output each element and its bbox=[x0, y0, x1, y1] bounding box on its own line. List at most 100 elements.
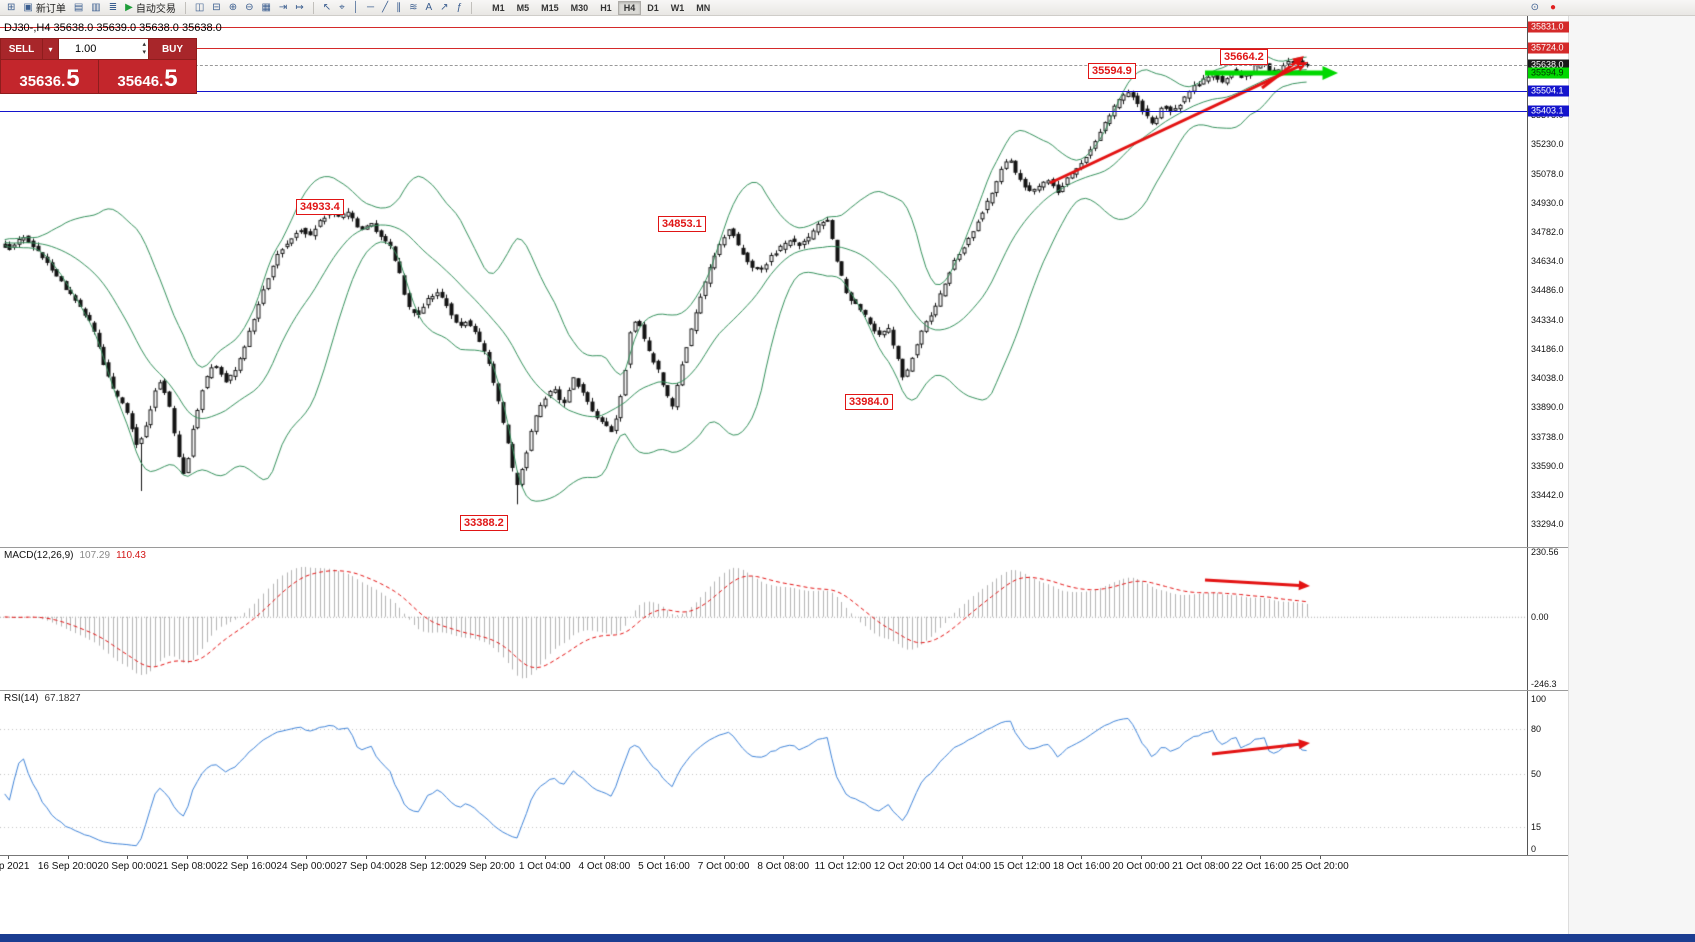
volume-down-button[interactable]: ▾ bbox=[142, 49, 146, 56]
new-chart-button[interactable]: ⊞ bbox=[4, 1, 18, 15]
indicators-button[interactable]: ƒ bbox=[454, 1, 466, 15]
sell-price-big-digit: 5 bbox=[66, 65, 80, 92]
windows-taskbar[interactable] bbox=[0, 934, 1695, 942]
time-axis-tick bbox=[1141, 856, 1143, 859]
time-axis-label: 21 Sep 08:00 bbox=[157, 861, 217, 872]
time-axis-tick bbox=[723, 856, 725, 859]
price-annotation-label[interactable]: 35594.9 bbox=[1088, 63, 1136, 79]
time-axis-label: 16 Sep 20:00 bbox=[37, 861, 98, 872]
time-axis-tick bbox=[842, 856, 844, 859]
cursor-tool-icon: ↖ bbox=[322, 1, 332, 13]
volume-field[interactable]: 1.00 ▴ ▾ bbox=[59, 39, 148, 59]
timeframe-button-w1[interactable]: W1 bbox=[665, 1, 691, 15]
main-chart[interactable]: DJ30-,H4 35638.0 35639.0 35638.0 35638.0… bbox=[0, 16, 1527, 547]
timeframe-button-m30[interactable]: M30 bbox=[565, 1, 595, 15]
timeframe-button-d1[interactable]: D1 bbox=[641, 1, 665, 15]
market-watch-button[interactable]: ▥ bbox=[88, 1, 103, 15]
price-axis-label: 34038.0 bbox=[1531, 372, 1564, 383]
zoom-in-button[interactable]: ⊕ bbox=[226, 1, 240, 15]
time-axis-tick bbox=[246, 856, 248, 859]
toolbar-separator bbox=[312, 1, 314, 14]
new-order-button[interactable]: ▣ 新订单 bbox=[20, 1, 68, 16]
sell-price[interactable]: 35636. 5 bbox=[1, 60, 98, 93]
sell-button[interactable]: SELL bbox=[1, 39, 43, 59]
trendline-tool-button[interactable]: ╱ bbox=[379, 1, 391, 15]
horizontal-line-35831[interactable] bbox=[0, 26, 1527, 28]
order-type-dropdown[interactable]: ▾ bbox=[43, 39, 59, 59]
price-axis-label: 33590.0 bbox=[1531, 460, 1564, 471]
price-annotation-label[interactable]: 33984.0 bbox=[845, 394, 893, 410]
zoom-out-button[interactable]: ⊖ bbox=[242, 1, 256, 15]
buy-price[interactable]: 35646. 5 bbox=[98, 60, 196, 93]
candlestick-canvas[interactable] bbox=[0, 16, 1527, 547]
chart-profiles-button[interactable]: ▤ bbox=[71, 1, 86, 15]
cursor-tool-button[interactable]: ↖ bbox=[320, 1, 334, 15]
time-axis-label: 27 Sep 04:00 bbox=[336, 861, 396, 872]
top-toolbar: ⊞ ▣ 新订单 ▤ ▥ ≣ ▶ 自动交易 ◫ ⊟ ⊕ ⊖ ▦ ⇥ ↦ ↖ ⌖ │ ─ ╱ ∥ ≋ A ↗ ƒ M1 M5 M15 M30… bbox=[0, 0, 1695, 16]
rsi-axis-label: 15 bbox=[1531, 821, 1542, 832]
auto-trading-button[interactable]: ▶ 自动交易 bbox=[122, 1, 179, 16]
crosshair-tool-button[interactable]: ⌖ bbox=[336, 1, 348, 15]
vertical-line-tool-button[interactable]: │ bbox=[350, 1, 362, 15]
chart-shift-button[interactable]: ↦ bbox=[292, 1, 306, 15]
timeframe-button-m1[interactable]: M1 bbox=[486, 1, 511, 15]
time-axis-label: 15 Oct 12:00 bbox=[993, 861, 1051, 872]
price-annotation-label[interactable]: 34853.1 bbox=[658, 216, 706, 232]
timeframe-button-m15[interactable]: M15 bbox=[535, 1, 565, 15]
channel-tool-button[interactable]: ∥ bbox=[393, 1, 404, 15]
price-axis-marker: 35504.1 bbox=[1528, 85, 1569, 97]
price-axis[interactable]: 35378.035230.035078.034930.034782.034634… bbox=[1527, 16, 1569, 855]
macd-panel[interactable]: MACD(12,26,9) 107.29 110.43 bbox=[0, 548, 1527, 690]
navigator-button[interactable]: ≣ bbox=[106, 1, 120, 15]
price-annotation-label[interactable]: 35664.2 bbox=[1220, 49, 1268, 65]
macd-canvas[interactable] bbox=[0, 548, 1527, 690]
price-annotation-label[interactable]: 33388.2 bbox=[460, 515, 508, 531]
text-tool-button[interactable]: A bbox=[423, 1, 436, 15]
arrow-tool-button[interactable]: ↗ bbox=[437, 1, 451, 15]
timeframe-button-h1[interactable]: H1 bbox=[594, 1, 618, 15]
time-axis-tick bbox=[485, 856, 487, 859]
macd-label: MACD(12,26,9) 107.29 110.43 bbox=[4, 550, 146, 561]
price-axis-label: 33442.0 bbox=[1531, 489, 1564, 500]
auto-scroll-button[interactable]: ⇥ bbox=[276, 1, 290, 15]
timeframe-button-h4[interactable]: H4 bbox=[617, 0, 642, 15]
rsi-canvas[interactable] bbox=[0, 691, 1527, 855]
grid-toggle-button[interactable]: ▦ bbox=[258, 1, 273, 15]
sell-price-value: 35636. bbox=[19, 73, 66, 90]
grid-toggle-icon: ▦ bbox=[261, 1, 271, 13]
time-axis-tick bbox=[664, 856, 665, 859]
cascade-windows-button[interactable]: ◫ bbox=[192, 1, 207, 15]
time-axis-tick bbox=[186, 856, 188, 859]
fibonacci-tool-button[interactable]: ≋ bbox=[406, 1, 420, 15]
arrow-tool-icon: ↗ bbox=[440, 1, 449, 13]
horizontal-line-35504.1[interactable] bbox=[0, 90, 1527, 92]
price-axis-marker: 35638.0 bbox=[1528, 59, 1569, 71]
panel-separator[interactable] bbox=[0, 547, 1568, 548]
time-axis-label: 22 Sep 16:00 bbox=[216, 861, 277, 872]
timeframe-button-m5[interactable]: M5 bbox=[511, 1, 536, 15]
timeframe-button-mn[interactable]: MN bbox=[690, 1, 716, 15]
trendline-tool-icon: ╱ bbox=[382, 1, 389, 13]
new-order-icon: ▣ bbox=[23, 1, 33, 13]
macd-name: MACD(12,26,9) bbox=[4, 550, 74, 561]
horizontal-line-35403.1[interactable] bbox=[0, 110, 1527, 112]
rsi-panel[interactable]: RSI(14) 67.1827 bbox=[0, 691, 1527, 855]
horizontal-line-35638[interactable] bbox=[0, 64, 1527, 66]
time-axis-label: 5 Oct 16:00 bbox=[638, 861, 690, 872]
buy-button[interactable]: BUY bbox=[148, 39, 196, 59]
panel-separator[interactable] bbox=[0, 690, 1568, 691]
alert-badge[interactable]: ● bbox=[1547, 1, 1559, 15]
price-annotation-label[interactable]: 34933.4 bbox=[296, 199, 344, 215]
time-axis-label: 4 Oct 08:00 bbox=[578, 861, 631, 872]
tile-windows-button[interactable]: ⊟ bbox=[209, 1, 223, 15]
time-axis-tick bbox=[67, 856, 69, 859]
horizontal-line-35724[interactable] bbox=[0, 47, 1527, 49]
horizontal-line-tool-button[interactable]: ─ bbox=[364, 1, 377, 15]
volume-up-button[interactable]: ▴ bbox=[142, 41, 146, 48]
price-axis-label: 33890.0 bbox=[1531, 401, 1564, 412]
search-button[interactable]: ⊙ bbox=[1528, 1, 1542, 15]
macd-axis-label: -246.3 bbox=[1531, 679, 1557, 689]
price-axis-label: 35230.0 bbox=[1531, 139, 1564, 150]
